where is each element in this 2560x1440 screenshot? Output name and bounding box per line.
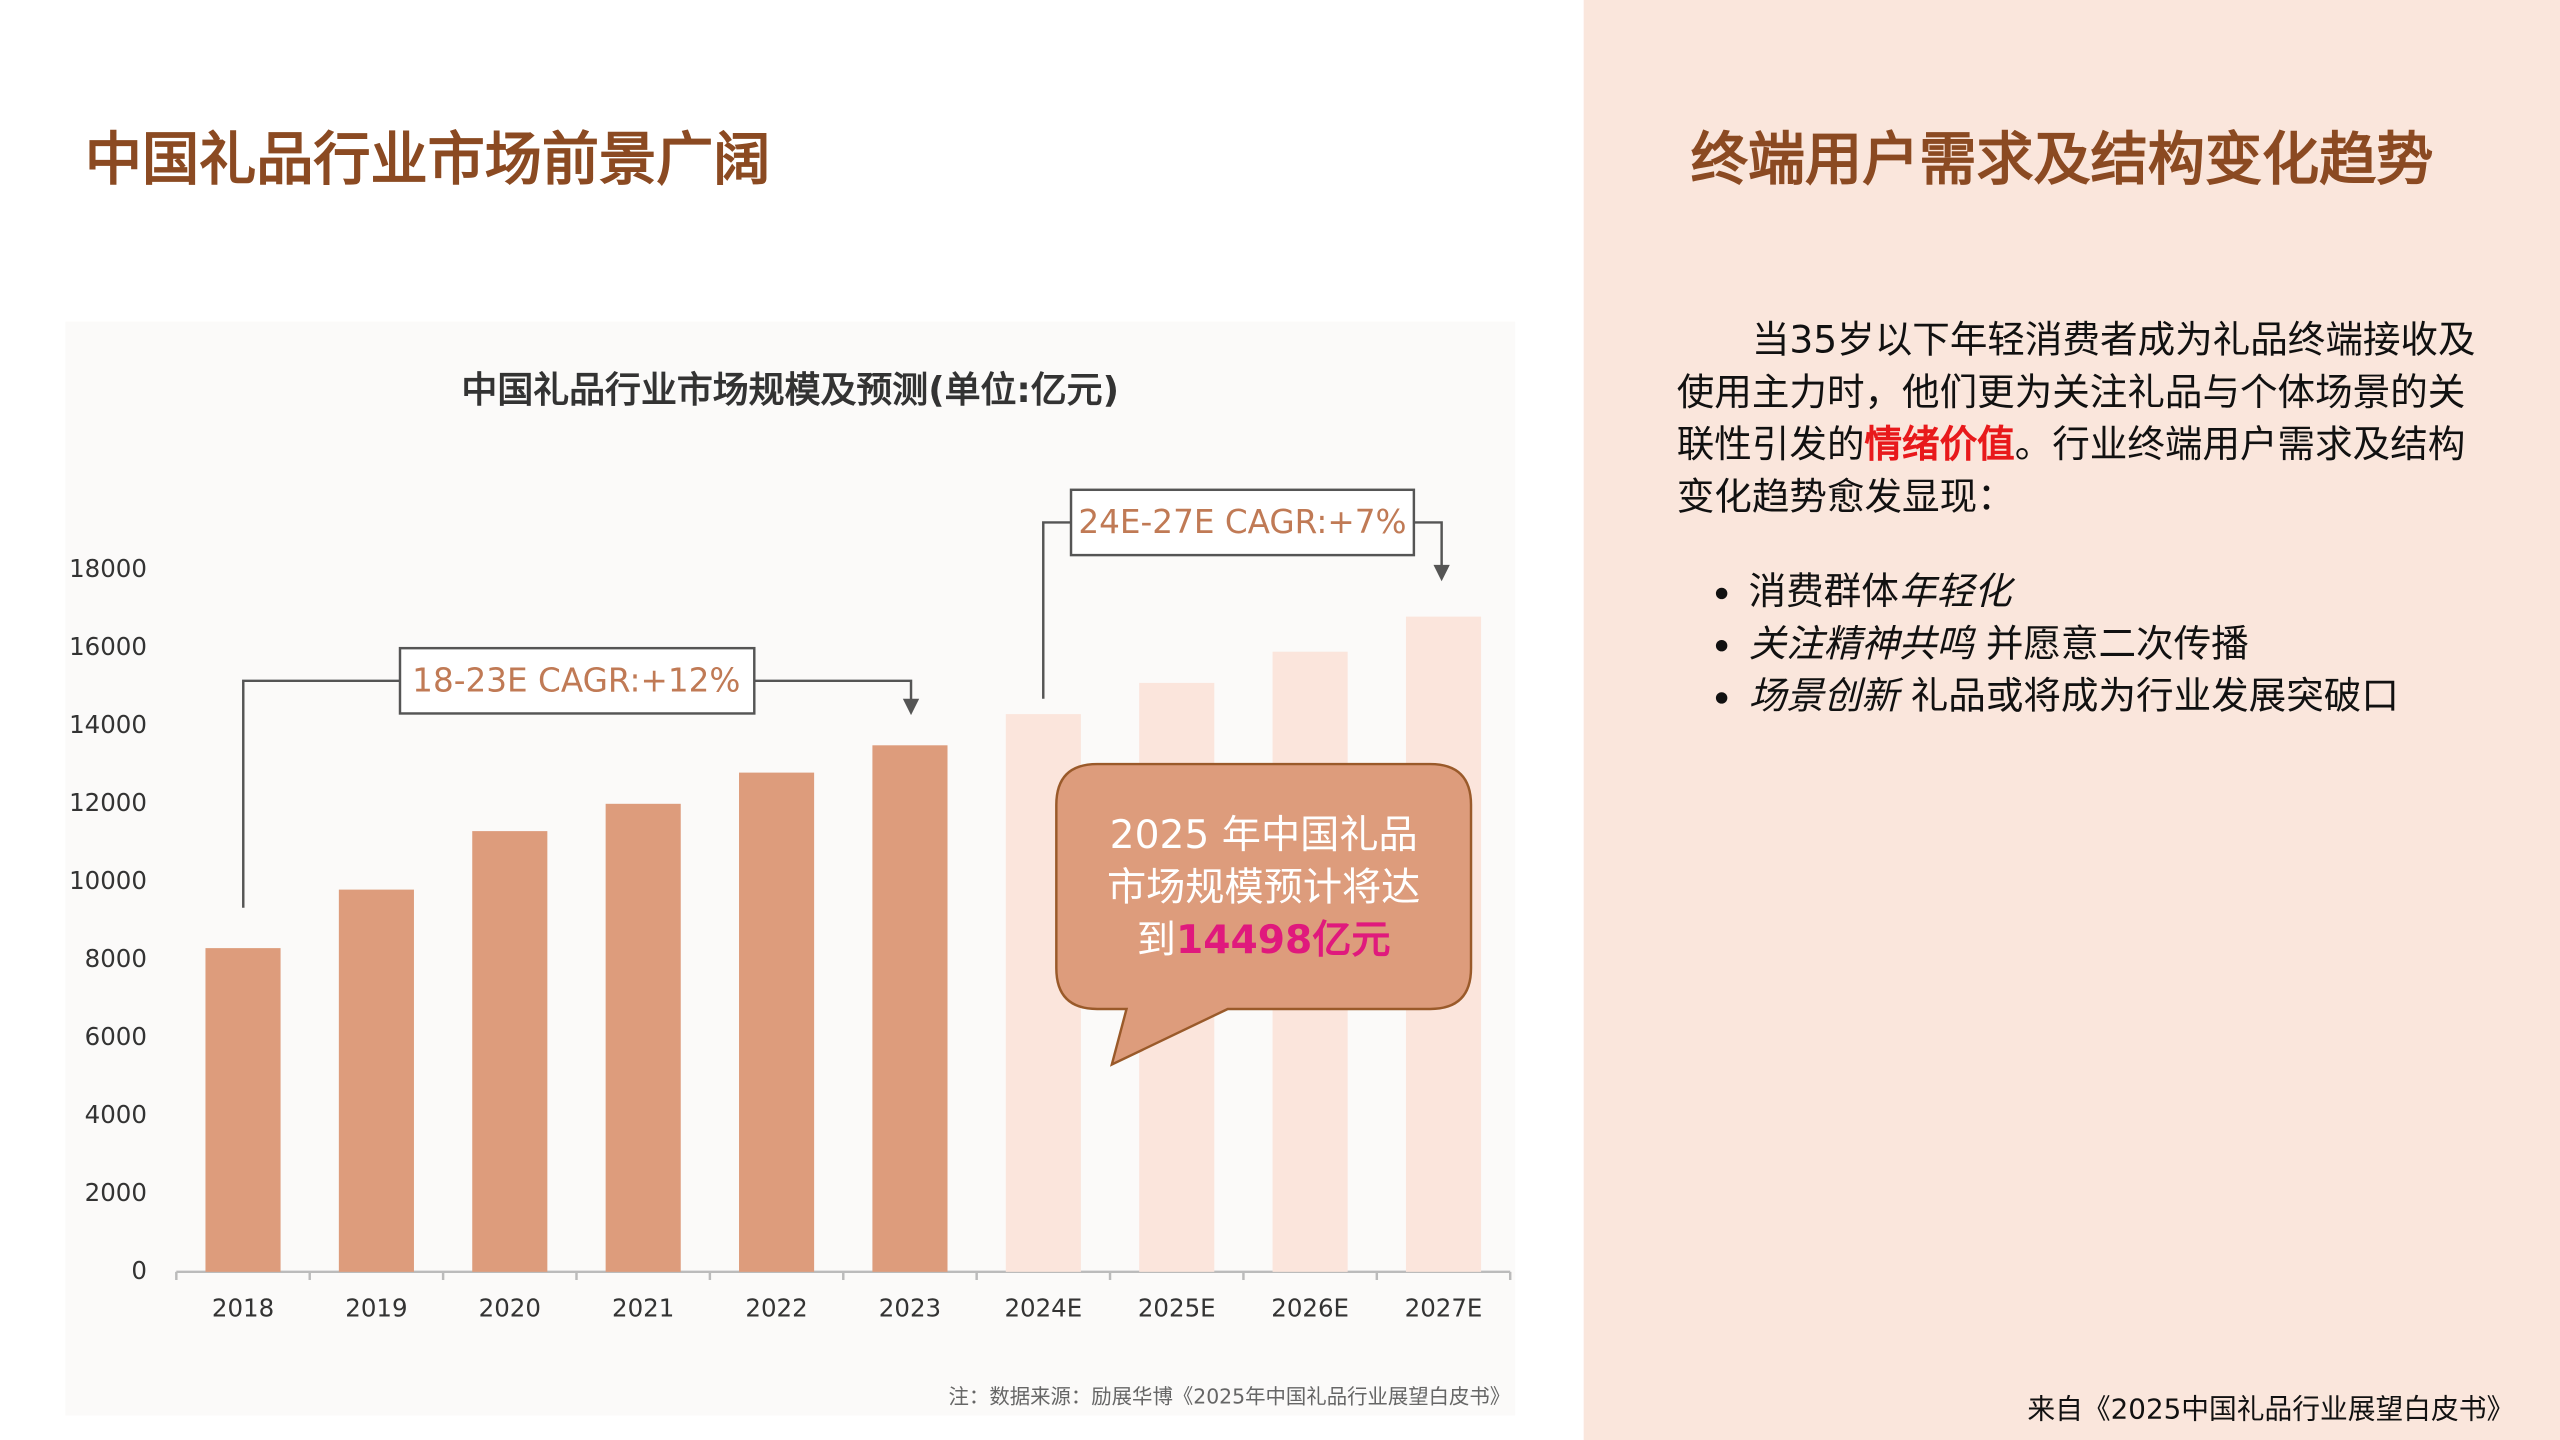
annotation: 24E-27E CAGR:+7%	[1078, 503, 1406, 541]
x-tick-label: 2026E	[1271, 1293, 1349, 1322]
bullet: 消费群体年轻化	[1749, 567, 2502, 619]
x-tick-label: 2024E	[1004, 1293, 1082, 1322]
bar	[605, 803, 681, 1272]
callout-highlight: 14498亿元	[1176, 918, 1391, 963]
x-tick-label: 2018	[212, 1293, 274, 1322]
y-tick-label: 0	[131, 1256, 147, 1285]
bar	[472, 831, 548, 1272]
right-title: 终端用户需求及结构变化趋势	[1691, 127, 2434, 193]
source-note: 注：数据来源：励展华博《2025年中国礼品行业展望白皮书》	[949, 1385, 1511, 1409]
right-text-body: 当35岁以下年轻消费者成为礼品终端接收及使用主力时，他们更为关注礼品与个体场景的…	[1677, 315, 2501, 723]
y-tick-label: 6000	[85, 1022, 147, 1051]
y-tick-label: 2000	[85, 1178, 147, 1207]
bar	[739, 772, 815, 1272]
bar	[338, 889, 414, 1272]
bullet-list: 消费群体年轻化关注精神共鸣 并愿意二次传播场景创新 礼品或将成为行业发展突破口	[1677, 567, 2501, 724]
x-tick-label: 2023	[879, 1293, 941, 1322]
bracket-line	[754, 679, 913, 703]
paragraph-highlight: 情绪价值	[1864, 424, 2015, 467]
arrow-head	[902, 698, 920, 716]
annotation: 18-23E CAGR:+12%	[412, 661, 740, 699]
x-tick-label: 2020	[479, 1293, 541, 1322]
y-tick-label: 8000	[85, 944, 147, 973]
y-tick-label: 18000	[69, 554, 147, 583]
x-tick-label: 2025E	[1138, 1293, 1216, 1322]
bullet-text: 年轻化	[1898, 571, 2012, 614]
bullet-text: 并愿意二次传播	[1973, 623, 2249, 667]
bracket-line	[1042, 521, 1072, 699]
y-tick-label: 4000	[85, 1100, 147, 1129]
y-tick-label: 16000	[69, 632, 147, 661]
y-tick-label: 14000	[69, 710, 147, 739]
callout-text: 到14498亿元	[1137, 918, 1391, 963]
y-tick-label: 12000	[69, 788, 147, 817]
bracket-line	[242, 679, 400, 908]
brackets	[242, 521, 1443, 908]
paragraph: 当35岁以下年轻消费者成为礼品终端接收及使用主力时，他们更为关注礼品与个体场景的…	[1677, 315, 2501, 524]
arrow-head	[1433, 564, 1450, 582]
bar	[872, 745, 948, 1272]
bullet-text: 消费群体	[1748, 571, 1899, 614]
paragraph-text: 。行业终端用户需求及结构变化趋势愈发显现：	[1676, 424, 2466, 520]
x-tick-label: 2019	[345, 1293, 407, 1322]
callout-bubble	[1055, 762, 1473, 1067]
bullet: 场景创新 礼品或将成为行业发展突破口	[1749, 671, 2502, 723]
footer: 来自《2025中国礼品行业展望白皮书》	[2027, 1393, 2514, 1426]
bullet-text: 场景创新	[1748, 675, 1899, 719]
y-tick-label: 10000	[69, 866, 147, 895]
callout-text: 市场规模预计将达	[1107, 865, 1420, 910]
bullet: 关注精神共鸣 并愿意二次传播	[1749, 619, 2502, 671]
paragraph-text: 当35岁以下年轻消费者成为礼品终端接收及使用主力时，他们更为关注礼品与个体场景的…	[1676, 320, 2476, 467]
callout-text: 2025 年中国礼品	[1110, 813, 1418, 858]
x-tick-label: 2022	[745, 1293, 807, 1322]
x-tick-label: 2027E	[1405, 1293, 1483, 1322]
annotation-box	[1069, 488, 1416, 557]
bullet-text: 关注精神共鸣	[1748, 623, 1974, 667]
callout-text: 到	[1137, 918, 1176, 963]
annotation-box	[398, 646, 756, 715]
chart-title: 中国礼品行业市场规模及预测(单位:亿元)	[461, 370, 1119, 411]
x-tick-label: 2021	[612, 1293, 674, 1322]
right-text: 当35岁以下年轻消费者成为礼品终端接收及使用主力时，他们更为关注礼品与个体场景的…	[1677, 315, 2501, 772]
left-title: 中国礼品行业市场前景广阔	[85, 127, 771, 193]
bullet-text: 礼品或将成为行业发展突破口	[1898, 675, 2399, 719]
bracket-line	[1413, 521, 1443, 567]
bar	[205, 948, 281, 1272]
right-panel	[1583, 0, 2560, 1440]
